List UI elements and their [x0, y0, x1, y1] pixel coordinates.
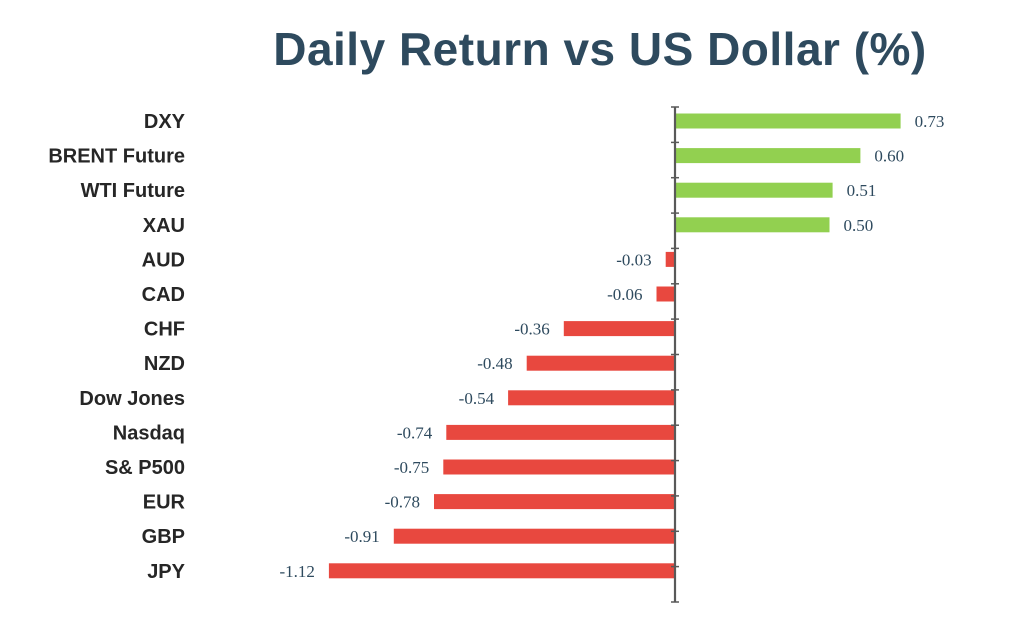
chart-title: Daily Return vs US Dollar (%): [273, 23, 927, 75]
category-label: BRENT Future: [48, 146, 185, 168]
category-label: EUR: [143, 492, 186, 514]
data-label: -0.78: [385, 493, 420, 512]
category-label: WTI Future: [81, 180, 185, 202]
bar-wti-future: [675, 182, 833, 198]
data-label: 0.50: [844, 216, 874, 235]
data-label: -0.75: [394, 458, 429, 477]
bar-aud: [665, 251, 675, 267]
data-label: 0.73: [915, 112, 945, 131]
bar-eur: [434, 494, 675, 510]
bar-nzd: [526, 355, 675, 371]
data-label: 0.60: [874, 147, 904, 166]
category-label: S& P500: [105, 457, 185, 479]
category-label: AUD: [142, 249, 185, 271]
bar-cad: [656, 286, 675, 302]
data-label: 0.51: [847, 181, 877, 200]
category-label: JPY: [147, 561, 185, 583]
category-label: NZD: [144, 353, 185, 375]
data-label: -0.91: [344, 527, 379, 546]
bar-s-p500: [443, 459, 676, 475]
bar-dxy: [675, 113, 901, 129]
bar-xau: [675, 217, 830, 233]
data-label: -0.48: [477, 354, 512, 373]
category-label: CHF: [144, 319, 185, 341]
data-label: -0.36: [514, 320, 549, 339]
category-label: GBP: [142, 526, 185, 548]
data-label: -1.12: [279, 562, 314, 581]
data-label: -0.74: [397, 423, 433, 442]
category-label: Dow Jones: [79, 388, 185, 410]
data-label: -0.54: [459, 389, 495, 408]
category-label: CAD: [142, 284, 185, 306]
data-label: -0.06: [607, 285, 642, 304]
data-label: -0.03: [616, 250, 651, 269]
bar-dow-jones: [508, 390, 675, 406]
bar-nasdaq: [446, 424, 675, 440]
bar-brent-future: [675, 148, 861, 164]
bar-chf: [563, 321, 675, 337]
category-label: Nasdaq: [113, 422, 185, 444]
bar-gbp: [393, 528, 675, 544]
bar-jpy: [328, 563, 675, 579]
category-label: DXY: [144, 111, 186, 133]
category-label: XAU: [143, 215, 185, 237]
